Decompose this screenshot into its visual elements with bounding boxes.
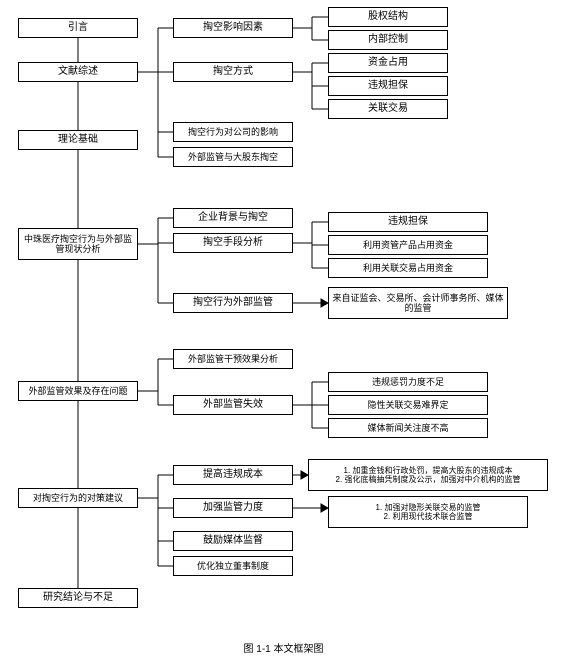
node-n_encourage: 鼓励媒体监督 <box>173 531 293 551</box>
node-n_ks_impact: 掏空行为对公司的影响 <box>173 122 293 142</box>
node-n_equity: 股权结构 <box>328 7 448 27</box>
node-n_fund_occ: 资金占用 <box>328 53 448 73</box>
figure-caption: 图 1-1 本文框架图 <box>0 640 567 655</box>
node-n_ext_effect: 外部监管效果及存在问题 <box>18 381 138 401</box>
node-n_suggest: 对掏空行为的对策建议 <box>18 488 138 508</box>
node-n_fail: 外部监管失效 <box>173 395 293 415</box>
node-n_optimize: 优化独立董事制度 <box>173 556 293 576</box>
node-n_sources: 来自证监会、交易所、会计师事务所、媒体的监管 <box>328 287 508 319</box>
node-n_raise_cost: 提高违规成本 <box>173 465 293 485</box>
node-n_means_amp: 利用资管产品占用资金 <box>328 235 488 255</box>
node-n_media_att: 媒体新闻关注度不高 <box>328 418 488 438</box>
node-n_strength: 加强监管力度 <box>173 498 293 518</box>
node-n_rel_trx: 关联交易 <box>328 99 448 119</box>
node-n_corp_bg: 企业背景与掏空 <box>173 208 293 228</box>
diagram-canvas: 图 1-1 本文框架图 引言 掏空影响因素 股权结构内部控制文献综述 掏空方式 资金占用… <box>0 0 567 672</box>
node-n_litrev: 文献综述 <box>18 62 138 82</box>
node-n_penalty: 违规惩罚力度不足 <box>328 372 488 392</box>
node-n_theory: 理论基础 <box>18 130 138 150</box>
node-n_cost_detail: 1. 加重金钱和行政处罚，提高大股东的违规成本 2. 强化底稿抽凭制度及公示，加… <box>308 459 548 491</box>
node-n_intro: 引言 <box>18 18 138 38</box>
node-n_means_guar: 违规担保 <box>328 212 488 232</box>
node-n_internal: 内部控制 <box>328 30 448 50</box>
node-n_ill_guar: 违规担保 <box>328 76 448 96</box>
node-n_ks_factors: 掏空影响因素 <box>173 18 293 38</box>
node-n_str_detail: 1. 加强对隐形关联交易的监管 2. 利用现代技术联合监管 <box>328 496 528 528</box>
node-n_zz_analysis: 中珠医疗掏空行为与外部监管现状分析 <box>18 228 138 260</box>
node-n_ext_sup_beh: 掏空行为外部监管 <box>173 293 293 313</box>
node-n_ks_mode: 掏空方式 <box>173 62 293 82</box>
node-n_means: 掏空手段分析 <box>173 233 293 253</box>
node-n_ext_share: 外部监管与大股东掏空 <box>173 147 293 167</box>
node-n_means_rel: 利用关联交易占用资金 <box>328 258 488 278</box>
node-n_conclusion: 研究结论与不足 <box>18 588 138 608</box>
node-n_eff_analysis: 外部监管干预效果分析 <box>173 349 293 369</box>
node-n_hidden: 隐性关联交易难界定 <box>328 395 488 415</box>
